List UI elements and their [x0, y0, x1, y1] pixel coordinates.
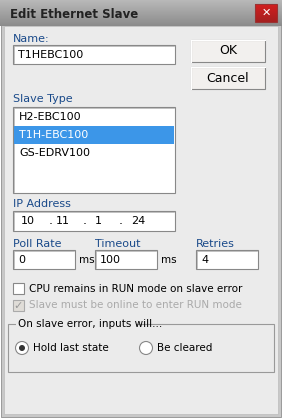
Text: Retries: Retries: [196, 239, 235, 249]
Bar: [255, 19, 277, 20]
Text: Name:: Name:: [13, 34, 50, 44]
Bar: [0, 3, 282, 4]
Bar: [255, 20, 277, 21]
Bar: [255, 17, 277, 18]
Circle shape: [16, 342, 28, 354]
Bar: [13, 283, 24, 294]
Bar: [0, 1, 282, 2]
Text: On slave error, inputs will...: On slave error, inputs will...: [18, 319, 162, 329]
Text: 24: 24: [131, 216, 145, 226]
Bar: [255, 15, 277, 16]
Text: T1HEBC100: T1HEBC100: [18, 50, 83, 60]
Text: 4: 4: [201, 255, 208, 265]
Text: Slave Type: Slave Type: [13, 94, 73, 104]
Bar: [95, 250, 157, 269]
Bar: [0, 18, 282, 19]
Bar: [0, 0, 282, 1]
Bar: [0, 8, 282, 9]
Bar: [255, 7, 277, 8]
Bar: [191, 40, 265, 62]
Bar: [16, 318, 136, 330]
Bar: [0, 10, 282, 11]
Text: ms: ms: [161, 255, 177, 265]
Bar: [255, 10, 277, 11]
Bar: [8, 324, 274, 372]
Bar: [13, 211, 175, 231]
Text: Cancel: Cancel: [207, 71, 249, 84]
Bar: [0, 13, 282, 14]
Bar: [255, 13, 277, 14]
Text: GS-EDRV100: GS-EDRV100: [19, 148, 90, 158]
Bar: [0, 20, 282, 21]
Bar: [255, 21, 277, 22]
Bar: [0, 17, 282, 18]
Bar: [13, 250, 75, 269]
Bar: [0, 21, 282, 22]
Bar: [0, 24, 282, 25]
Text: Edit Ethernet Slave: Edit Ethernet Slave: [10, 8, 138, 20]
Text: Be cleared: Be cleared: [157, 343, 212, 353]
Bar: [13, 45, 175, 64]
Bar: [0, 7, 282, 8]
Bar: [0, 15, 282, 16]
Bar: [255, 6, 277, 7]
Text: .: .: [49, 214, 53, 227]
Text: Timeout: Timeout: [95, 239, 140, 249]
Bar: [196, 250, 258, 269]
Bar: [255, 4, 277, 22]
Bar: [0, 14, 282, 15]
Circle shape: [19, 345, 25, 351]
Text: Hold last state: Hold last state: [33, 343, 109, 353]
Bar: [0, 23, 282, 24]
Circle shape: [140, 342, 153, 354]
Bar: [191, 67, 265, 89]
Text: 11: 11: [56, 216, 70, 226]
Text: OK: OK: [219, 44, 237, 58]
Bar: [0, 2, 282, 3]
Bar: [0, 9, 282, 10]
Text: 10: 10: [21, 216, 35, 226]
Bar: [0, 19, 282, 20]
Text: T1H-EBC100: T1H-EBC100: [19, 130, 88, 140]
Bar: [0, 16, 282, 17]
Text: H2-EBC100: H2-EBC100: [19, 112, 81, 122]
Text: .: .: [83, 214, 87, 227]
Bar: [255, 14, 277, 15]
Text: ms: ms: [79, 255, 95, 265]
Bar: [14, 126, 174, 144]
Text: .: .: [119, 214, 123, 227]
Bar: [13, 107, 175, 193]
Text: ✕: ✕: [261, 8, 271, 18]
Bar: [0, 22, 282, 23]
Text: Poll Rate: Poll Rate: [13, 239, 61, 249]
Bar: [255, 12, 277, 13]
Text: Slave must be online to enter RUN mode: Slave must be online to enter RUN mode: [29, 301, 242, 311]
Text: 0: 0: [18, 255, 25, 265]
Text: 100: 100: [100, 255, 121, 265]
Bar: [255, 9, 277, 10]
Bar: [0, 4, 282, 5]
Bar: [255, 16, 277, 17]
Text: 1: 1: [94, 216, 102, 226]
Bar: [0, 5, 282, 6]
Text: IP Address: IP Address: [13, 199, 71, 209]
Text: ✓: ✓: [14, 301, 23, 311]
Bar: [0, 25, 282, 26]
Bar: [0, 11, 282, 12]
Bar: [13, 300, 24, 311]
Text: CPU remains in RUN mode on slave error: CPU remains in RUN mode on slave error: [29, 283, 242, 293]
Bar: [255, 5, 277, 6]
Bar: [255, 8, 277, 9]
Bar: [0, 12, 282, 13]
Bar: [255, 18, 277, 19]
Bar: [255, 4, 277, 5]
Bar: [255, 11, 277, 12]
Bar: [0, 6, 282, 7]
